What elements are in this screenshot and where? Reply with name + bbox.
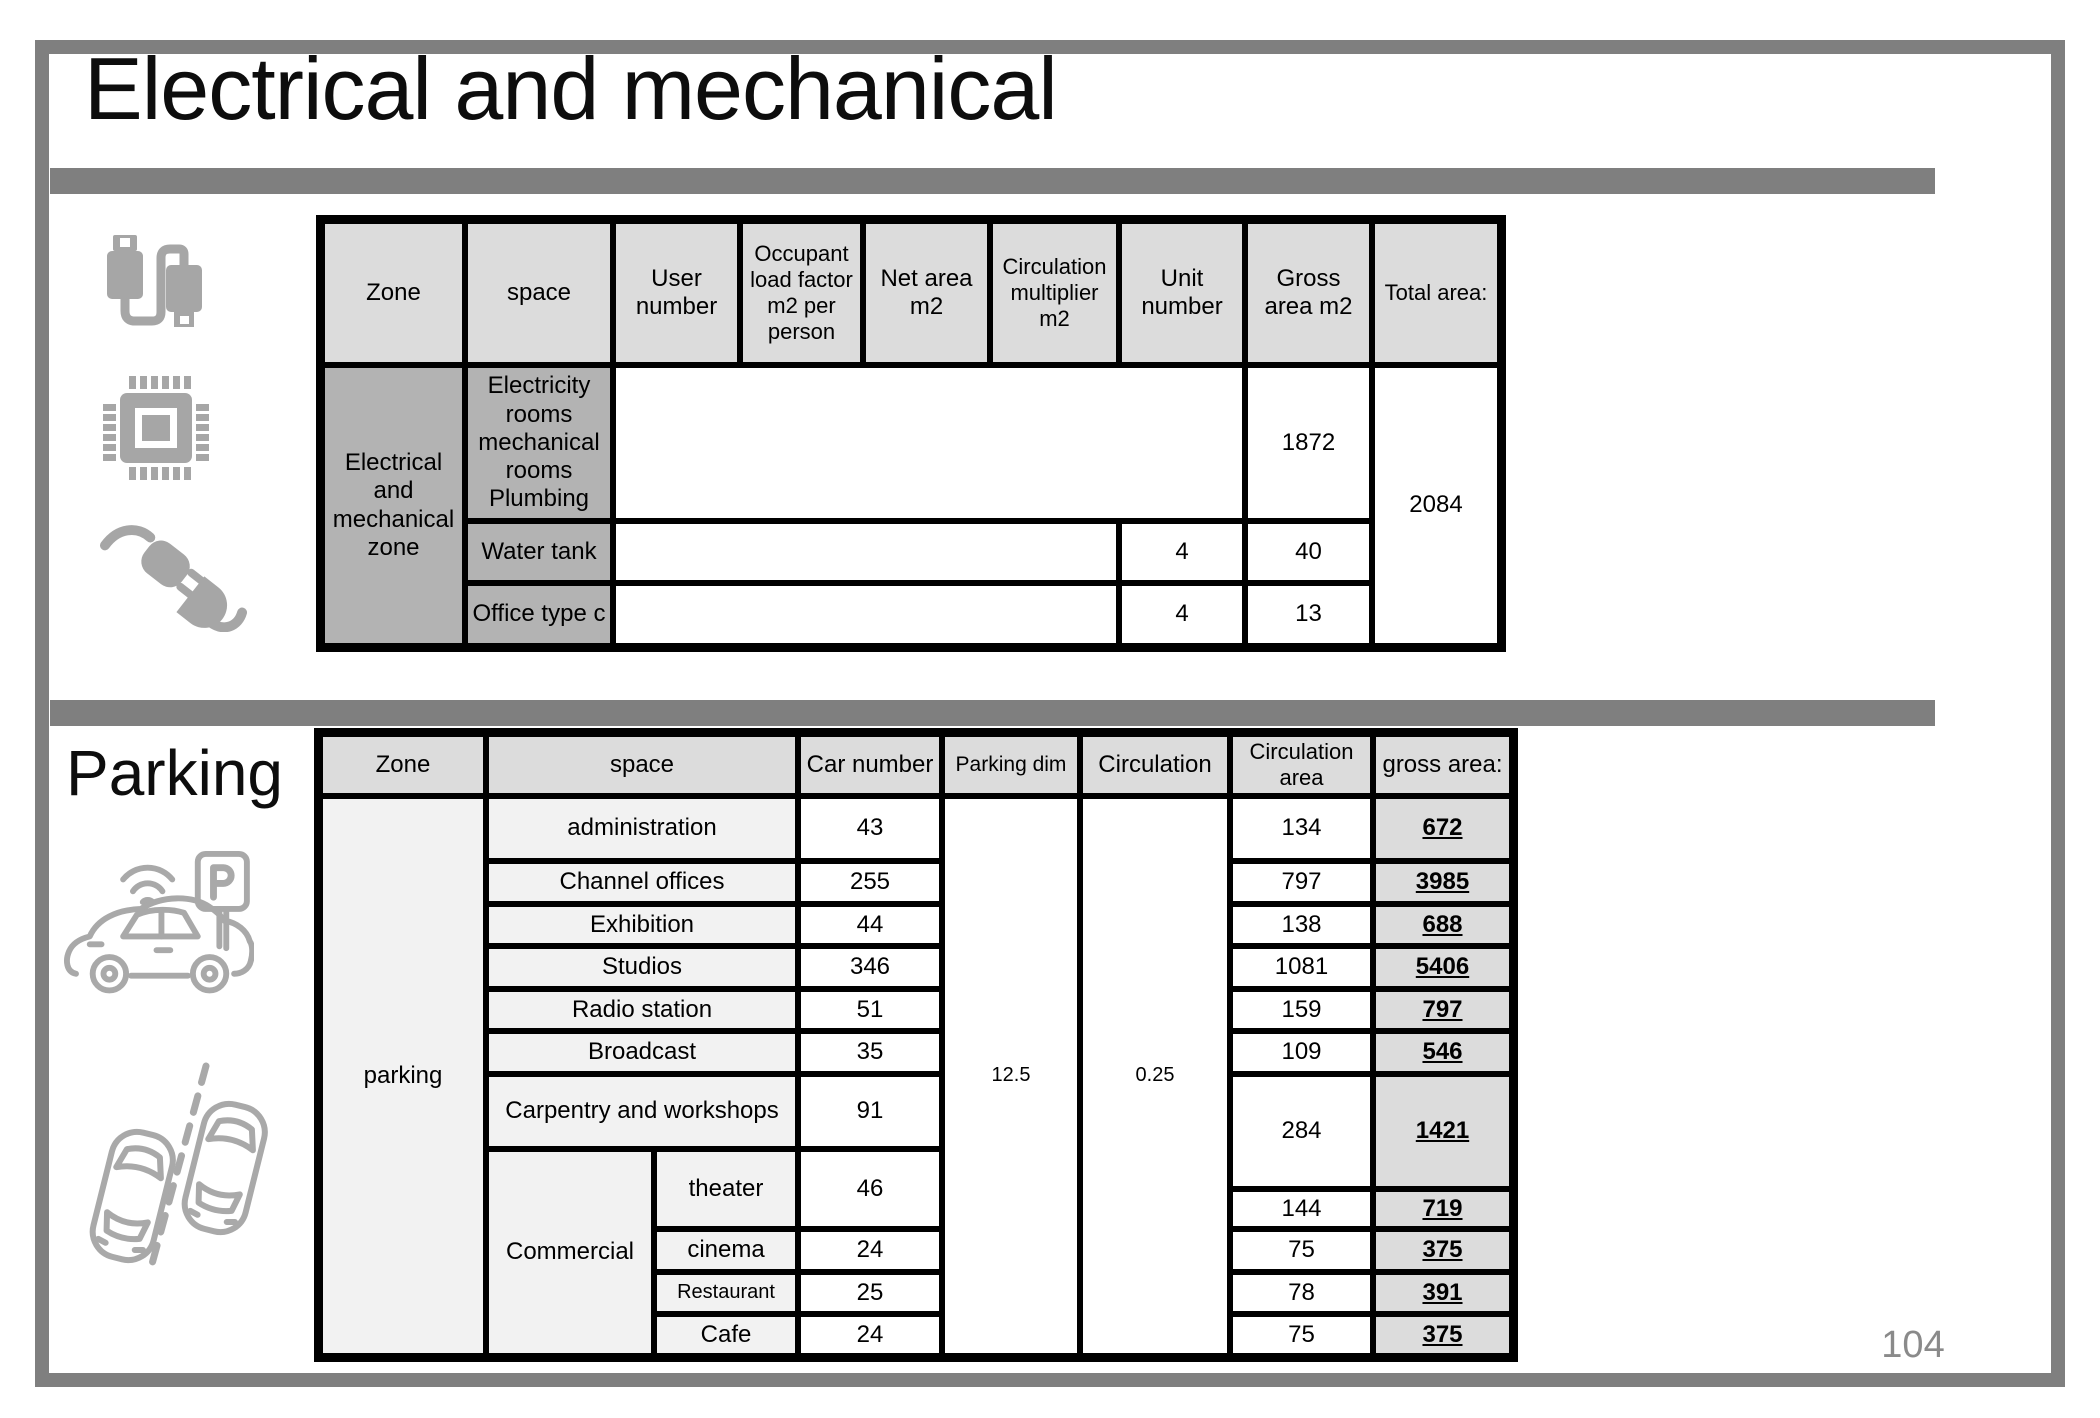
pk-cars-broadcast: 35 [801,1034,939,1071]
pk-gross-carpentry: 1421 [1376,1077,1509,1186]
pk-space-broadcast: Broadcast [489,1034,795,1071]
pk-gross-restaurant: 391 [1376,1275,1509,1311]
usb-cable-icon [97,232,209,340]
chip-icon [95,368,217,488]
pk-space-administration: administration [489,799,795,858]
pk-gross-theater: 719 [1376,1192,1509,1226]
em-header-unit-number: Unit number [1122,224,1242,362]
pk-circarea-carpentry: 284 [1233,1077,1370,1186]
pk-cars-radio-station: 51 [801,992,939,1028]
smart-parking-icon [62,850,254,1015]
parked-cars-icon [58,1060,268,1270]
pk-header-circulation-area: Circulation area [1233,737,1370,793]
pk-space-exhibition: Exhibition [489,907,795,943]
pk-cars-cafe: 24 [801,1317,939,1353]
pk-cars-theater: 46 [801,1152,939,1226]
title-divider-bar [50,168,1935,194]
em-header-zone: Zone [325,224,462,362]
parking-table: Zone space Car number Parking dim Circul… [314,728,1518,1362]
slide-border-frame [35,40,2065,1387]
pk-cars-cinema: 24 [801,1232,939,1269]
slide-title: Electrical and mechanical [84,39,1058,138]
em-empty-cell [616,586,1116,643]
pk-cars-restaurant: 25 [801,1275,939,1311]
pk-header-circulation: Circulation [1083,737,1227,793]
pk-circarea-restaurant: 78 [1233,1275,1370,1311]
electrical-mechanical-table: Zone space User number Occupant load fac… [316,215,1506,652]
pk-cars-carpentry: 91 [801,1077,939,1146]
pk-circarea-channel-offices: 797 [1233,864,1370,901]
pk-header-parking-dim: Parking dim [945,737,1077,793]
pk-cars-exhibition: 44 [801,907,939,943]
pk-space-channel-offices: Channel offices [489,864,795,901]
pk-space-commercial: Commercial [489,1152,651,1353]
em-zone-cell: Electrical and mechanical zone [325,368,462,643]
pk-zone-cell: parking [323,799,483,1353]
pk-gross-studios: 5406 [1376,949,1509,986]
pk-gross-exhibition: 688 [1376,907,1509,943]
pk-gross-radio-station: 797 [1376,992,1509,1028]
em-gross-area-electricity: 1872 [1248,368,1369,518]
pk-space-radio-station: Radio station [489,992,795,1028]
pk-cars-channel-offices: 255 [801,864,939,901]
em-header-space: space [468,224,610,362]
pk-circarea-studios: 1081 [1233,949,1370,986]
section-divider-bar [50,700,1935,726]
pk-circarea-administration: 134 [1233,799,1370,858]
pk-gross-administration: 672 [1376,799,1509,858]
pk-space-studios: Studios [489,949,795,986]
pk-gross-cinema: 375 [1376,1232,1509,1269]
em-header-circ-multiplier: Circulation multiplier m2 [993,224,1116,362]
em-gross-area-office: 13 [1248,586,1369,643]
pk-circarea-broadcast: 109 [1233,1034,1370,1071]
pk-header-space: space [489,737,795,793]
pk-circarea-radio-station: 159 [1233,992,1370,1028]
pk-gross-cafe: 375 [1376,1317,1509,1353]
em-header-occupant-load: Occupant load factor m2 per person [743,224,860,362]
em-header-total-area: Total area: [1375,224,1497,362]
pk-cars-studios: 346 [801,949,939,986]
pk-space-cafe: Cafe [657,1317,795,1353]
pk-gross-channel-offices: 3985 [1376,864,1509,901]
pk-space-restaurant: Restaurant [657,1275,795,1311]
pk-space-carpentry: Carpentry and workshops [489,1077,795,1146]
em-total-area-value: 2084 [1375,368,1497,643]
em-space-office-type-c: Office type c [468,586,610,643]
pk-circarea-cinema: 75 [1233,1232,1370,1269]
em-header-user-number: User number [616,224,737,362]
pk-circarea-exhibition: 138 [1233,907,1370,943]
em-gross-area-water-tank: 40 [1248,524,1369,580]
em-unit-number-office: 4 [1122,586,1242,643]
page-number: 104 [1881,1324,1945,1366]
pk-parking-dim-value: 12.5 [945,799,1077,1353]
pk-space-theater: theater [657,1152,795,1226]
power-plug-icon [100,520,248,632]
pk-gross-broadcast: 546 [1376,1034,1509,1071]
em-space-electricity-rooms: Electricity rooms mechanical rooms Plumb… [468,368,610,518]
em-empty-cell [616,368,1242,518]
parking-section-label: Parking [66,737,283,809]
pk-header-car-number: Car number [801,737,939,793]
em-header-net-area: Net area m2 [866,224,987,362]
pk-circulation-value: 0.25 [1083,799,1227,1353]
em-empty-cell [616,524,1116,580]
pk-space-cinema: cinema [657,1232,795,1269]
pk-cars-administration: 43 [801,799,939,858]
em-header-gross-area: Gross area m2 [1248,224,1369,362]
em-space-water-tank: Water tank [468,524,610,580]
pk-circarea-theater: 144 [1233,1192,1370,1226]
pk-header-gross-area: gross area: [1376,737,1509,793]
pk-header-zone: Zone [323,737,483,793]
pk-circarea-cafe: 75 [1233,1317,1370,1353]
em-unit-number-water-tank: 4 [1122,524,1242,580]
